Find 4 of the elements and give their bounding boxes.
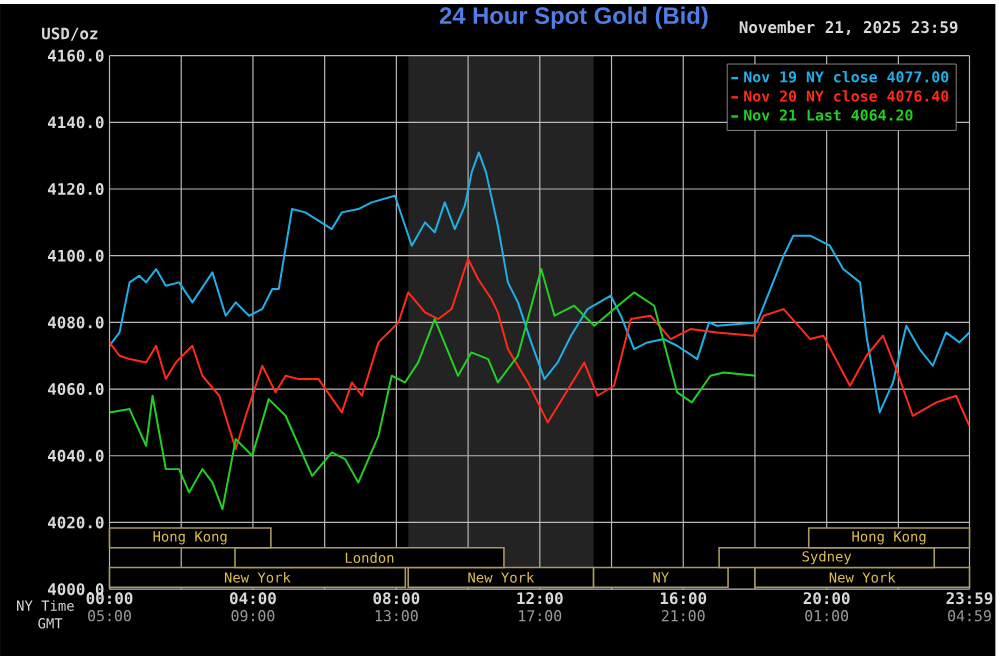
chart-title: 24 Hour Spot Gold (Bid): [439, 6, 708, 29]
line-series: [109, 257, 970, 450]
line-series: [109, 267, 757, 510]
line-series: [109, 150, 970, 414]
